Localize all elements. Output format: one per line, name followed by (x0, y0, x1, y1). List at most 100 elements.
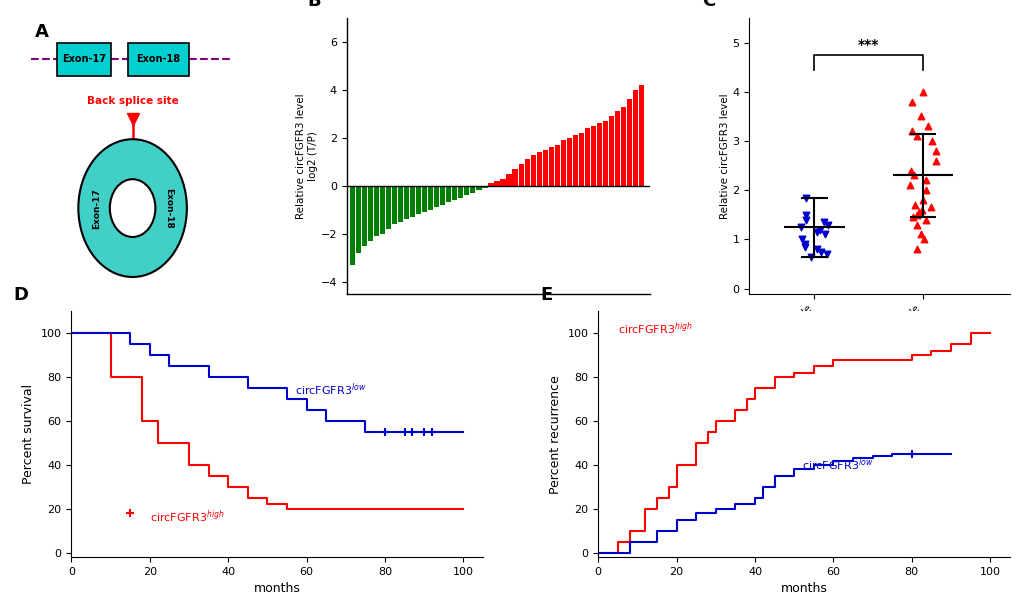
Point (906, 200, 922, 210)
Bar (476, 186, 481, 190)
Bar (524, 159, 529, 186)
Point (903, 126, 919, 136)
Bar (428, 186, 433, 210)
Bar (494, 181, 499, 186)
Point (914, 87, 930, 96)
Point (792, 222, 808, 232)
Bar (464, 186, 469, 195)
Point (912, 229, 928, 239)
X-axis label: months: months (254, 582, 301, 595)
FancyBboxPatch shape (57, 43, 111, 76)
Bar (362, 186, 367, 246)
Bar (368, 186, 373, 241)
Text: A: A (35, 23, 49, 41)
Bar (451, 186, 457, 200)
Point (796, 240, 812, 249)
Bar (536, 152, 541, 186)
Bar (572, 135, 577, 186)
Bar (512, 169, 517, 186)
Point (901, 180, 917, 190)
Point (912, 111, 928, 121)
Bar (482, 186, 487, 188)
Point (818, 249, 835, 259)
Bar (404, 186, 409, 219)
Bar (584, 128, 589, 186)
Bar (608, 116, 613, 186)
Bar (416, 186, 421, 214)
Point (919, 122, 935, 131)
Y-axis label: Percent recurrence: Percent recurrence (548, 375, 561, 494)
Point (796, 242, 812, 252)
Text: Exon-17: Exon-17 (92, 187, 101, 229)
Point (808, 244, 824, 254)
Bar (422, 186, 427, 212)
Bar (548, 147, 553, 186)
Bar (350, 186, 355, 265)
Bar (542, 150, 547, 186)
Point (913, 205, 929, 214)
Circle shape (78, 139, 186, 277)
Bar (410, 186, 415, 217)
Bar (374, 186, 379, 236)
Circle shape (110, 179, 155, 237)
Bar (506, 174, 512, 186)
Point (905, 171, 921, 180)
X-axis label: months: months (780, 582, 826, 595)
Point (922, 136, 938, 146)
Bar (567, 138, 572, 186)
Text: D: D (14, 286, 29, 304)
Bar (380, 186, 385, 234)
Bar (446, 186, 451, 202)
Bar (614, 111, 620, 186)
Bar (627, 99, 632, 186)
Point (914, 195, 930, 205)
Y-axis label: Relative circFGFR3 level
log2 (T/P): Relative circFGFR3 level log2 (T/P) (296, 93, 317, 219)
FancyBboxPatch shape (128, 43, 189, 76)
Text: E: E (540, 286, 552, 304)
Point (908, 210, 924, 220)
Point (922, 202, 938, 212)
Bar (488, 183, 493, 186)
Point (908, 244, 924, 254)
Text: circFGFR3$^{low}$: circFGFR3$^{low}$ (294, 382, 366, 398)
Bar (434, 186, 439, 207)
Point (797, 193, 813, 202)
Bar (554, 145, 559, 186)
Text: ***: *** (857, 38, 878, 53)
Text: Exon-17: Exon-17 (62, 55, 106, 64)
Bar (621, 107, 626, 186)
Bar (397, 186, 403, 222)
Point (802, 252, 818, 261)
Point (811, 225, 827, 234)
Point (808, 227, 824, 237)
Point (815, 217, 832, 227)
Point (793, 235, 809, 244)
Bar (560, 140, 566, 186)
Text: C: C (702, 0, 715, 10)
Point (927, 146, 944, 156)
Point (926, 156, 943, 165)
Text: circFGFR3$^{high}$: circFGFR3$^{high}$ (618, 320, 692, 337)
Bar (590, 126, 595, 186)
Bar (386, 186, 391, 229)
Point (903, 97, 919, 107)
Text: Exon-18: Exon-18 (137, 55, 180, 64)
Bar (458, 186, 463, 198)
Text: Exon-18: Exon-18 (164, 187, 173, 228)
Bar (356, 186, 361, 253)
Point (916, 186, 932, 195)
Point (917, 215, 933, 225)
Text: B: B (307, 0, 320, 10)
Bar (530, 155, 535, 186)
Point (902, 166, 918, 176)
Point (819, 220, 836, 229)
Bar (632, 90, 637, 186)
Point (908, 131, 924, 141)
Point (798, 215, 814, 225)
Bar (596, 123, 601, 186)
Text: Back splice site: Back splice site (87, 96, 178, 105)
Bar (602, 121, 607, 186)
Point (915, 235, 931, 244)
Point (910, 207, 926, 217)
Point (797, 210, 813, 220)
